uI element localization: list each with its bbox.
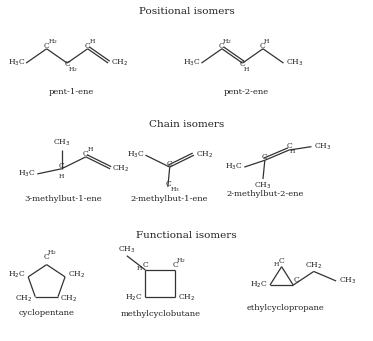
Text: H: H [274, 263, 279, 267]
Text: H$_3$C: H$_3$C [225, 162, 243, 172]
Text: H: H [137, 266, 142, 271]
Text: Functional isomers: Functional isomers [136, 231, 237, 240]
Text: CH$_2$: CH$_2$ [111, 57, 128, 68]
Text: C: C [44, 42, 50, 50]
Text: CH$_3$: CH$_3$ [286, 58, 304, 68]
Text: H$_3$C: H$_3$C [183, 58, 201, 68]
Text: H$_2$C: H$_2$C [125, 292, 143, 302]
Text: pent-1-ene: pent-1-ene [48, 88, 94, 96]
Text: C: C [59, 162, 65, 170]
Text: C: C [294, 276, 300, 284]
Text: CH$_3$: CH$_3$ [254, 181, 272, 191]
Text: H$_2$C: H$_2$C [250, 280, 267, 290]
Text: C: C [239, 60, 245, 69]
Text: H$_2$: H$_2$ [68, 65, 78, 74]
Text: C: C [172, 261, 178, 269]
Text: CH$_2$: CH$_2$ [68, 270, 85, 280]
Text: C: C [260, 42, 266, 50]
Text: CH$_3$: CH$_3$ [339, 276, 356, 286]
Text: CH$_2$: CH$_2$ [196, 150, 213, 160]
Text: 3-methylbut-1-ene: 3-methylbut-1-ene [25, 195, 102, 204]
Text: C: C [142, 261, 148, 269]
Text: C: C [64, 60, 70, 69]
Text: C: C [286, 142, 292, 150]
Text: Chain isomers: Chain isomers [149, 120, 224, 129]
Text: H: H [90, 39, 95, 44]
Text: 2-methylbut-1-ene: 2-methylbut-1-ene [131, 195, 209, 204]
Text: C: C [85, 42, 91, 50]
Text: C: C [165, 180, 171, 188]
Text: H$_3$C: H$_3$C [18, 169, 36, 179]
Text: H$_2$: H$_2$ [222, 37, 232, 46]
Text: H: H [244, 67, 249, 72]
Text: CH$_3$: CH$_3$ [53, 138, 70, 148]
Text: Positional isomers: Positional isomers [139, 8, 234, 16]
Text: H$_2$: H$_2$ [176, 256, 186, 265]
Text: H$_3$: H$_3$ [170, 185, 179, 194]
Text: H: H [88, 147, 93, 151]
Text: CH$_2$: CH$_2$ [60, 293, 78, 303]
Text: H$_2$: H$_2$ [47, 249, 56, 257]
Text: H: H [290, 149, 295, 154]
Text: 2-methylbut-2-ene: 2-methylbut-2-ene [226, 190, 304, 198]
Text: H$_3$C: H$_3$C [8, 58, 26, 68]
Text: C: C [219, 42, 225, 50]
Text: C: C [83, 150, 89, 158]
Text: H$_3$C: H$_3$C [127, 150, 145, 160]
Text: C: C [262, 153, 268, 161]
Text: H: H [264, 39, 269, 44]
Text: pent-2-ene: pent-2-ene [224, 88, 269, 96]
Text: C: C [44, 253, 50, 261]
Text: CH$_2$: CH$_2$ [112, 164, 129, 174]
Text: CH$_2$: CH$_2$ [178, 292, 195, 302]
Text: CH$_2$: CH$_2$ [15, 293, 33, 303]
Text: cyclopentane: cyclopentane [19, 309, 75, 317]
Text: methylcyclobutane: methylcyclobutane [120, 310, 200, 318]
Text: H$_2$: H$_2$ [48, 37, 58, 46]
Text: ethylcyclopropane: ethylcyclopropane [247, 304, 324, 312]
Text: H$_2$C: H$_2$C [8, 270, 26, 280]
Text: CH$_3$: CH$_3$ [118, 244, 136, 255]
Text: C: C [167, 160, 173, 168]
Text: CH$_2$: CH$_2$ [305, 260, 323, 270]
Text: C: C [279, 257, 285, 265]
Text: CH$_3$: CH$_3$ [314, 142, 332, 152]
Text: H: H [59, 174, 64, 179]
